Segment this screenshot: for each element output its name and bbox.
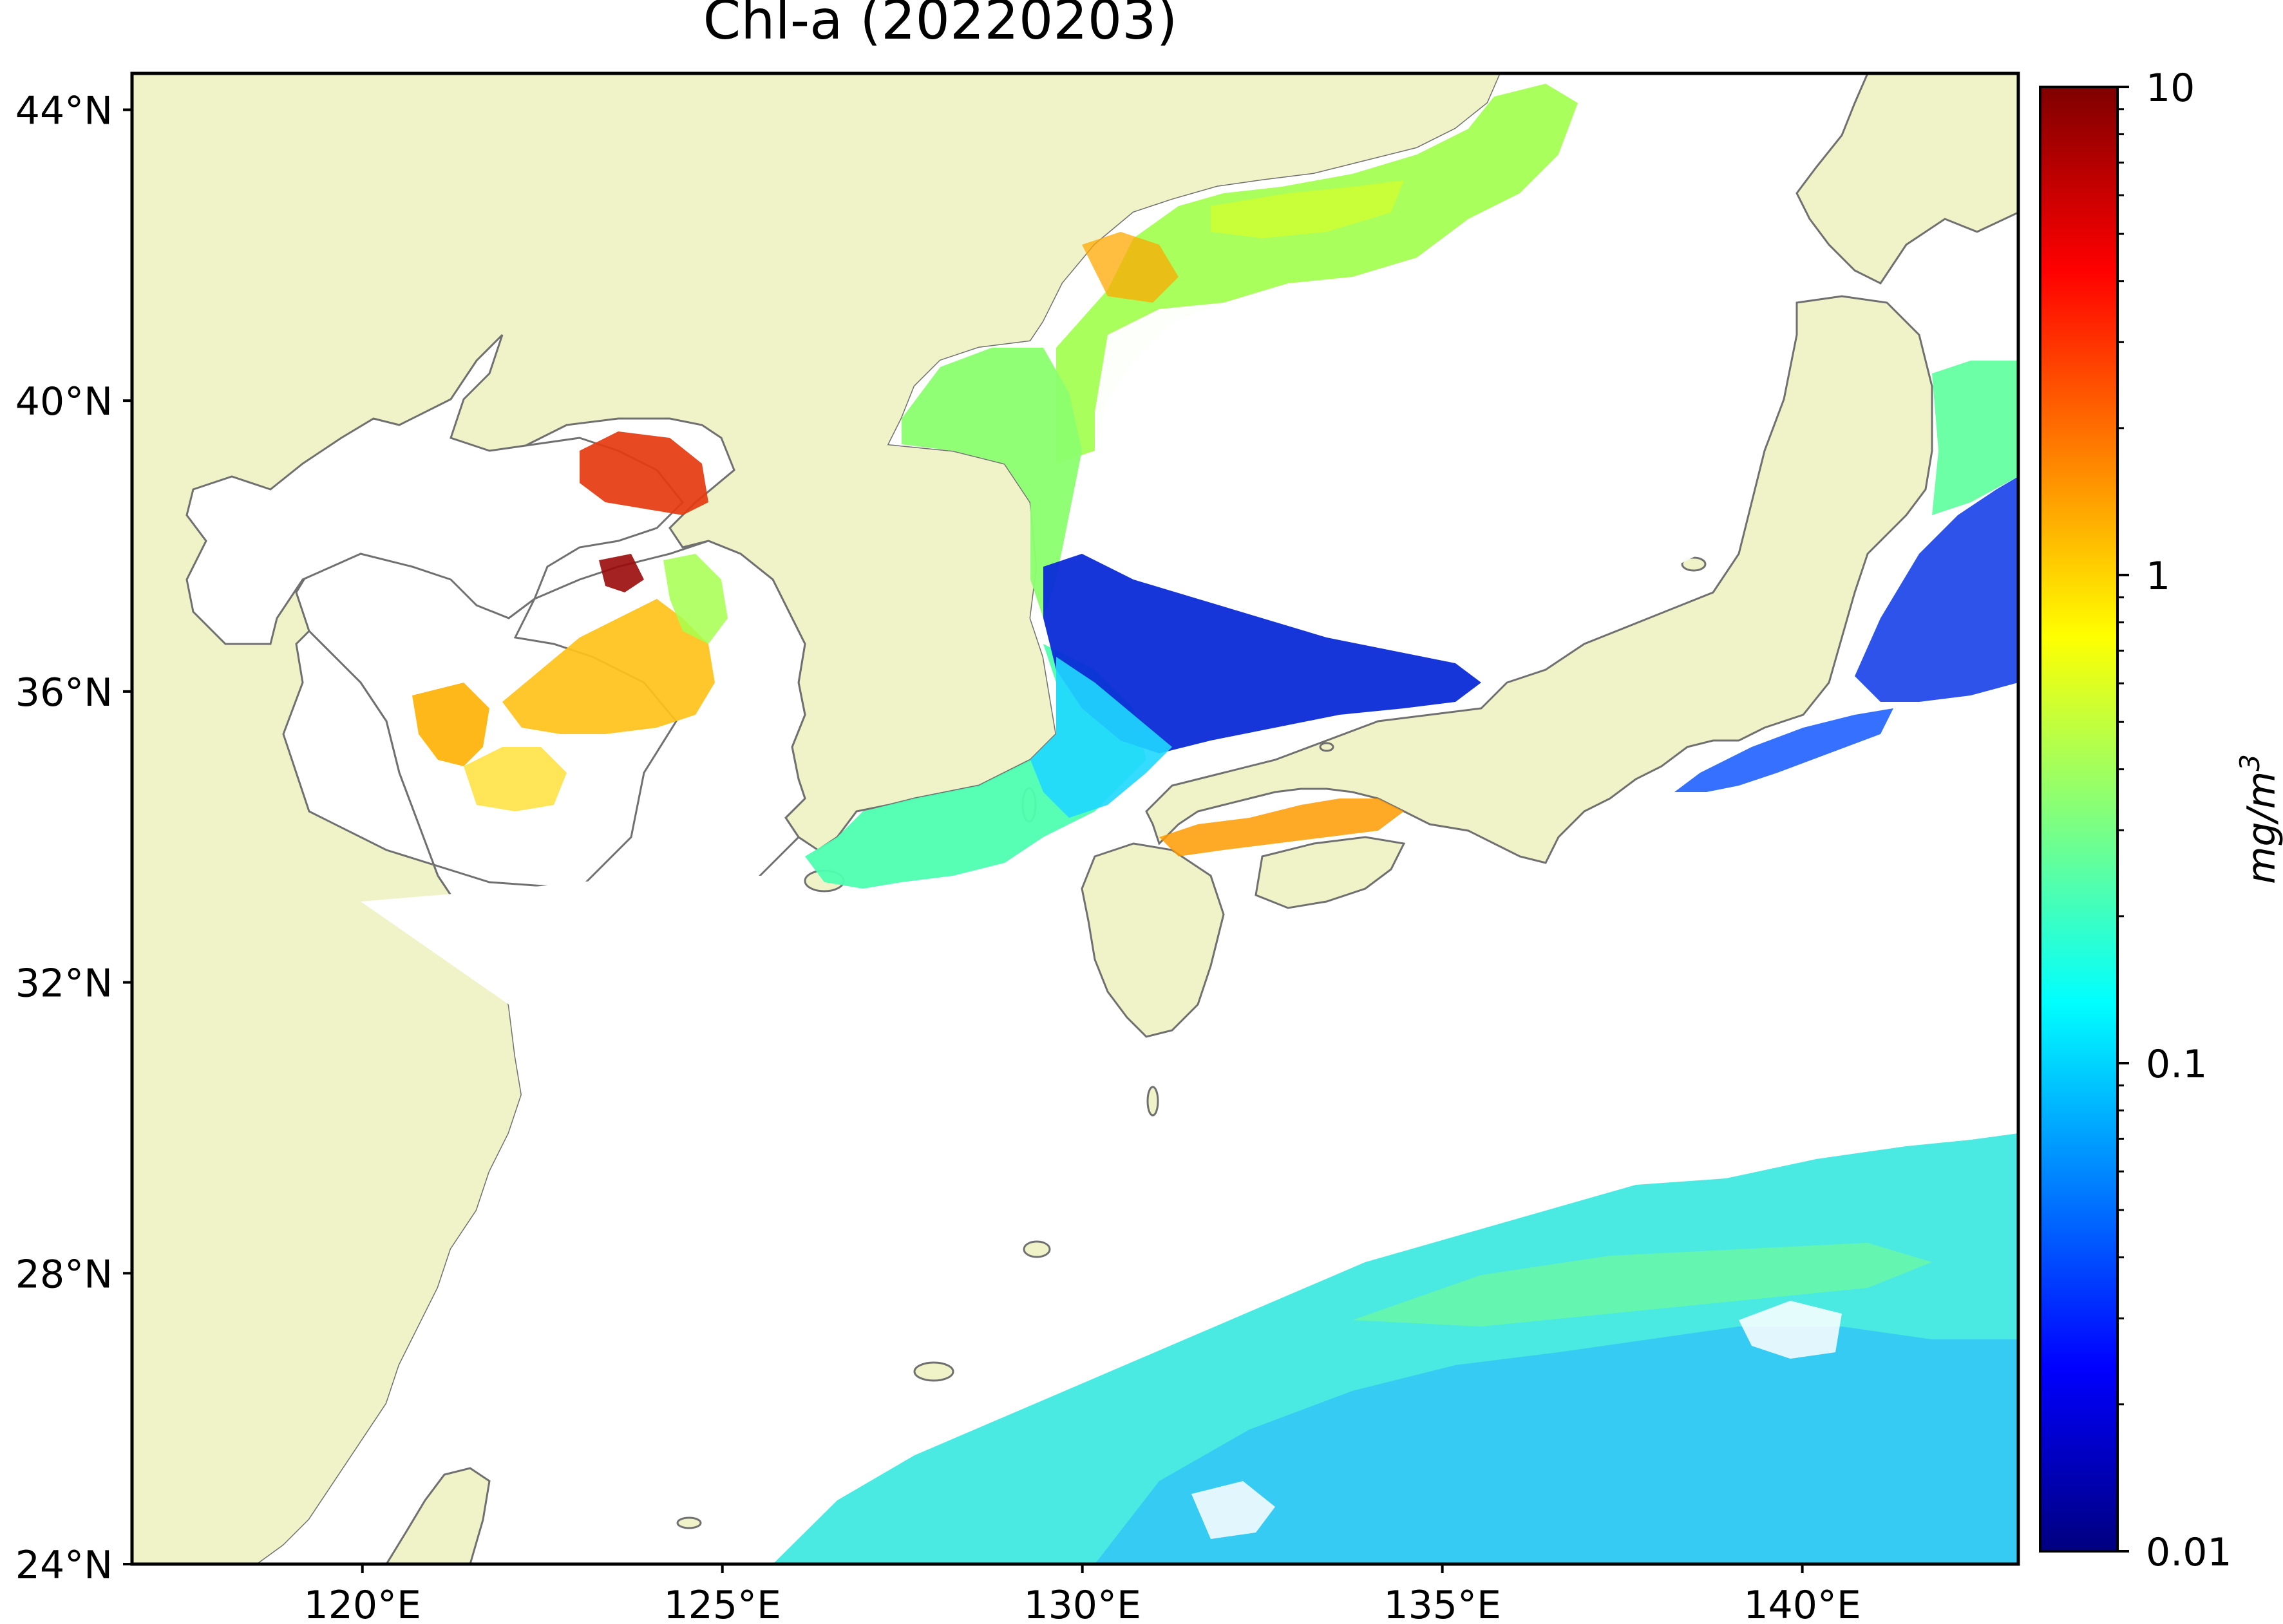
lon-tick-label: 140°E	[1743, 1583, 1861, 1624]
land-sado	[1681, 556, 1707, 572]
colorbar-unit-base: mg/m	[2239, 771, 2283, 884]
land-kyushu	[1081, 842, 1225, 1038]
chl-patch-honshu-east-green	[1932, 361, 2018, 515]
land-tanegashima	[1146, 1086, 1159, 1117]
colorbar-ticks: 10 1 0.1 0.01	[2117, 66, 2232, 1575]
colorbar-gradient	[2039, 86, 2119, 1553]
land-miyako	[676, 1516, 702, 1529]
colorbar-tick-label: 0.1	[2146, 1042, 2207, 1087]
lat-tick-label: 44°N	[15, 88, 113, 133]
land-okinawa	[913, 1361, 954, 1382]
chl-patch-yellow-sea-west	[412, 683, 489, 766]
chl-patch-yellow-band	[1211, 180, 1404, 238]
chl-patch-orange-primorye	[1082, 232, 1179, 303]
map-title: Chl-a (20220203)	[703, 0, 1178, 52]
land-shikoku	[1255, 836, 1406, 909]
land-oki	[1319, 742, 1334, 752]
colorbar: 10 1 0.1 0.01 mg/m3	[2039, 66, 2283, 1575]
chl-patch-clouds-gap	[1739, 1301, 1842, 1359]
map-frame	[130, 71, 2020, 1566]
colorbar-unit-superscript: 3	[2234, 754, 2266, 771]
chl-patch-yellow-sea-orange	[502, 599, 715, 734]
chl-patch-honshu-east	[1855, 477, 2018, 702]
water-bohai-sea	[185, 334, 685, 645]
colorbar-unit-label: mg/m3	[2234, 754, 2283, 884]
latitude-axis: 44°N 40°N 36°N 32°N 28°N 24°N	[15, 88, 132, 1588]
lat-tick-label: 40°N	[15, 379, 113, 424]
lat-tick-label: 24°N	[15, 1543, 113, 1588]
map-plot-area	[132, 73, 2018, 1564]
chlorophyll-data	[412, 84, 2018, 1564]
chl-patch-subtropical-green	[1352, 1243, 1932, 1327]
lon-tick-label: 135°E	[1383, 1583, 1501, 1624]
lat-tick-label: 32°N	[15, 961, 113, 1006]
lon-tick-label: 130°E	[1023, 1583, 1141, 1624]
chl-patch-korea-east	[902, 348, 1082, 618]
chl-patch-clouds-gap-2	[1191, 1481, 1275, 1539]
land-taiwan	[385, 1467, 491, 1564]
chl-patch-primorye-coast	[1056, 84, 1578, 464]
chl-patch-yellow-sea-lower	[464, 747, 567, 811]
longitude-axis: 120°E 125°E 130°E 135°E 140°E	[304, 1564, 1861, 1624]
cloud-mask-sea-of-japan	[1095, 200, 1784, 631]
chl-patch-seto-inland	[1159, 798, 1404, 856]
chl-patch-bohai-red	[580, 431, 708, 515]
lat-tick-label: 36°N	[15, 670, 113, 715]
lon-tick-label: 125°E	[663, 1583, 781, 1624]
colorbar-tick-label: 0.01	[2146, 1530, 2232, 1575]
chl-patch-bohai-darkred	[599, 554, 644, 592]
chl-patch-subtropical-blue	[1095, 1327, 2018, 1564]
colorbar-tick-label: 10	[2146, 66, 2195, 111]
land-amami	[1023, 1240, 1051, 1258]
lat-tick-label: 28°N	[15, 1252, 113, 1297]
chl-patch-cyan-eastsea	[1030, 657, 1172, 818]
chl-patch-kanto-blue	[1674, 708, 1893, 792]
chl-patch-yellow-sea-green	[663, 554, 728, 644]
lon-tick-label: 120°E	[304, 1583, 421, 1624]
colorbar-tick-label: 1	[2146, 554, 2170, 599]
chl-patch-deep-blue-eastsea	[1043, 554, 1481, 753]
land-hokkaido	[1795, 73, 2018, 285]
